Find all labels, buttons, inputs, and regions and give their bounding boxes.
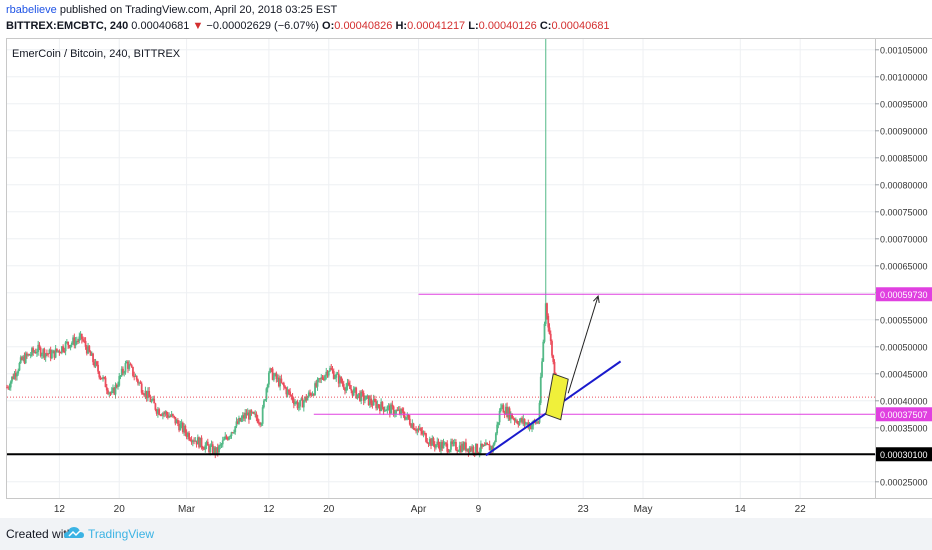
high-value: 0.00041217: [407, 20, 466, 32]
tradingview-logo-icon: [64, 527, 84, 538]
symbol-name: BITTREX:EMCBTC, 240: [6, 20, 129, 32]
high-label: H:: [392, 20, 408, 32]
open-value: 0.00040826: [334, 20, 393, 32]
symbol-label: EmerCoin / Bitcoin, 240, BITTREX: [12, 48, 181, 60]
down-arrow-icon: ▼: [192, 20, 204, 32]
x-tick-label: 14: [735, 504, 747, 515]
published-text: published on TradingView.com, April 20, …: [56, 4, 338, 16]
publish-header: rbabelieve published on TradingView.com,…: [0, 0, 932, 36]
close-value: 0.00040681: [551, 20, 610, 32]
x-tick-label: 12: [54, 504, 66, 515]
author-link[interactable]: rbabelieve: [6, 4, 57, 16]
publish-line: rbabelieve published on TradingView.com,…: [6, 4, 337, 16]
created-with-text: Created with: [6, 527, 74, 541]
low-label: L:: [465, 20, 479, 32]
x-tick-label: May: [634, 504, 653, 515]
x-tick-label: 12: [263, 504, 275, 515]
footer: Created with TradingView: [0, 518, 932, 550]
price-axis[interactable]: [876, 38, 932, 499]
open-label: O:: [322, 20, 335, 32]
ohlc-line: BITTREX:EMCBTC, 240 0.00040681 ▼ −0.0000…: [6, 20, 610, 32]
chart-pane[interactable]: [6, 38, 876, 499]
close-label: C:: [536, 20, 552, 32]
x-tick-label: Mar: [178, 504, 196, 515]
x-tick-label: 20: [114, 504, 126, 515]
x-tick-label: 23: [578, 504, 590, 515]
x-tick-label: Apr: [411, 504, 427, 515]
low-value: 0.00040126: [478, 20, 537, 32]
tradingview-brand-link[interactable]: TradingView: [88, 527, 155, 541]
x-tick-label: 20: [323, 504, 335, 515]
x-tick-label: 22: [795, 504, 807, 515]
last-price: 0.00040681: [128, 20, 193, 32]
price-change: −0.00002629 (−6.07%): [203, 20, 323, 32]
x-tick-label: 9: [476, 504, 482, 515]
